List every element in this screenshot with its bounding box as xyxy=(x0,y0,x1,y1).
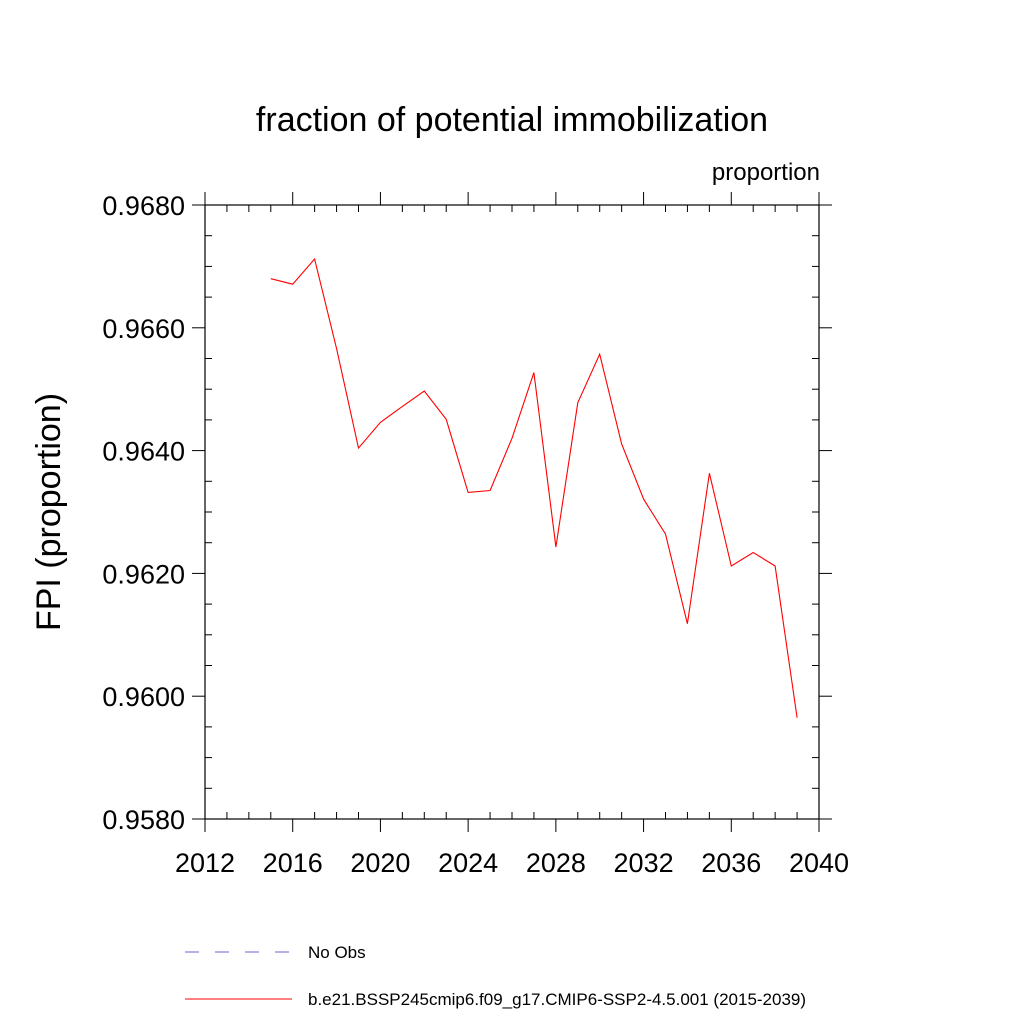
y-tick-label: 0.9580 xyxy=(102,805,185,835)
y-tick-label: 0.9680 xyxy=(102,191,185,221)
plot-frame xyxy=(204,204,820,820)
x-tick-label: 2036 xyxy=(701,848,761,878)
legend-label: b.e21.BSSP245cmip6.f09_g17.CMIP6-SSP2-4.… xyxy=(308,990,806,1009)
y-tick-label: 0.9620 xyxy=(102,559,185,589)
units-label: proportion xyxy=(712,159,820,186)
x-tick-label: 2024 xyxy=(438,848,498,878)
y-tick-label: 0.9640 xyxy=(102,437,185,467)
x-tick-label: 2012 xyxy=(175,848,235,878)
x-tick-label: 2016 xyxy=(263,848,323,878)
series-group xyxy=(270,257,798,718)
legend-label: No Obs xyxy=(308,943,366,962)
chart-title: fraction of potential immobilization xyxy=(256,101,768,139)
x-tick-label: 2032 xyxy=(614,848,674,878)
tick-labels: 2012 2016 2020 2024 2028 2032 2036 2040 0.9580 0.… xyxy=(102,191,849,878)
series-line xyxy=(270,257,798,718)
x-tick-label: 2028 xyxy=(526,848,586,878)
axis-ticks xyxy=(192,192,832,832)
y-tick-label: 0.9600 xyxy=(102,682,185,712)
y-tick-label: 0.9660 xyxy=(102,314,185,344)
x-tick-label: 2040 xyxy=(789,848,849,878)
x-tick-label: 2020 xyxy=(350,848,410,878)
y-axis-label: FPI (proportion) xyxy=(30,393,68,631)
legend: No Obs b.e21.BSSP245cmip6.f09_g17.CMIP6-S… xyxy=(185,943,806,1009)
